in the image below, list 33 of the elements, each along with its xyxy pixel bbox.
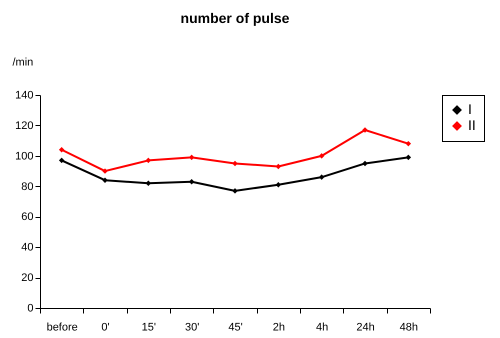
chart-title: number of pulse bbox=[180, 10, 290, 26]
point bbox=[58, 158, 64, 164]
point bbox=[318, 153, 324, 159]
x-tick-label: 24h bbox=[356, 322, 375, 334]
point bbox=[58, 147, 64, 153]
x-tick-label: 45' bbox=[228, 322, 243, 334]
point bbox=[232, 160, 238, 166]
x-tick-label: 15' bbox=[142, 322, 156, 334]
legend-label: I bbox=[468, 101, 472, 117]
point bbox=[102, 168, 108, 174]
point bbox=[276, 164, 282, 170]
y-tick-label: 0 bbox=[27, 302, 34, 314]
point bbox=[276, 182, 282, 188]
point bbox=[362, 160, 368, 166]
y-tick-label: 120 bbox=[15, 120, 34, 132]
legend-label: II bbox=[468, 117, 476, 133]
y-tick-label: 80 bbox=[21, 180, 34, 193]
point bbox=[362, 127, 368, 133]
x-tick-label: 4h bbox=[316, 322, 328, 334]
y-tick-label: 140 bbox=[15, 90, 34, 102]
x-tick-label: 30' bbox=[184, 322, 200, 334]
y-axis-title: /min bbox=[12, 56, 34, 68]
x-tick-label: before bbox=[46, 322, 78, 334]
y-tick-label: 20 bbox=[21, 272, 34, 284]
point bbox=[406, 140, 412, 146]
point bbox=[406, 154, 412, 160]
y-tick-label: 40 bbox=[21, 242, 34, 254]
x-tick-label: 48h bbox=[400, 322, 418, 334]
x-tick-label: 2h bbox=[272, 322, 285, 334]
x-tick-label: 0' bbox=[101, 322, 110, 334]
point bbox=[232, 188, 238, 194]
y-tick-label: 60 bbox=[21, 211, 34, 224]
y-tick-label: 100 bbox=[15, 150, 34, 162]
